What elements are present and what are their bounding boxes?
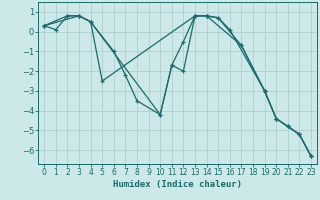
X-axis label: Humidex (Indice chaleur): Humidex (Indice chaleur) — [113, 180, 242, 189]
